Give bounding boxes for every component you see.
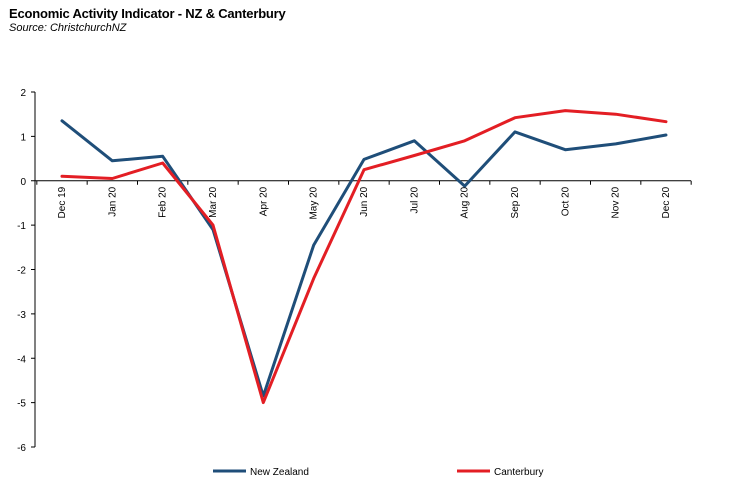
y-tick-label: -2 [17, 266, 26, 277]
x-tick-label: Apr 20 [258, 186, 269, 216]
y-tick-label: -4 [17, 354, 26, 365]
x-tick-label: Aug 20 [460, 186, 471, 218]
series-line-new-zealand [60, 119, 668, 398]
y-tick-label: 1 [20, 132, 26, 143]
legend-label-new-zealand: New Zealand [250, 467, 309, 478]
x-tick-label: Jun 20 [359, 186, 370, 216]
x-tick-label: Dec 20 [661, 186, 672, 218]
legend-label-canterbury: Canterbury [494, 467, 543, 478]
y-tick-label: -1 [17, 221, 26, 232]
y-tick-label: -5 [17, 399, 26, 410]
x-tick-label: Mar 20 [208, 186, 219, 218]
series-line-canterbury [60, 109, 668, 405]
chart-subtitle: Source: ChristchurchNZ [9, 22, 127, 34]
y-tick-label: -6 [17, 443, 26, 454]
y-tick-label: 2 [20, 88, 26, 99]
x-tick-label: Jan 20 [107, 186, 118, 216]
x-tick-label: Sep 20 [510, 186, 521, 218]
y-tick-label: -3 [17, 310, 26, 321]
chart-title: Economic Activity Indicator - NZ & Cante… [9, 6, 286, 21]
x-tick-label: Dec 19 [57, 186, 68, 218]
x-tick-label: Oct 20 [560, 186, 571, 216]
x-tick-label: Nov 20 [611, 186, 622, 218]
x-tick-label: Feb 20 [158, 186, 169, 218]
x-tick-label: May 20 [309, 186, 320, 219]
y-tick-label: 0 [20, 177, 26, 188]
x-tick-label: Jul 20 [409, 186, 420, 213]
